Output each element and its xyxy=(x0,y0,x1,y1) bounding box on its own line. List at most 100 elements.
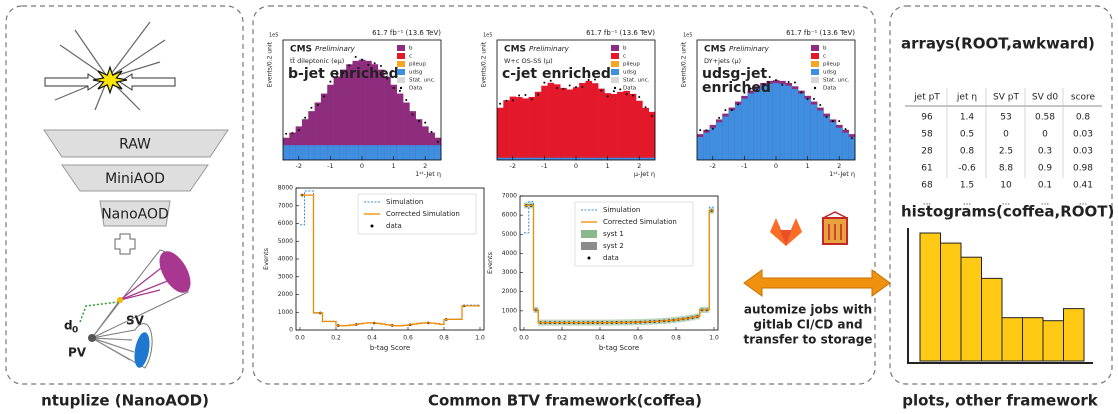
stack xyxy=(522,98,529,160)
data-point xyxy=(850,137,853,140)
stack xyxy=(528,157,536,160)
data-tier xyxy=(43,129,229,158)
stack xyxy=(842,132,849,160)
corrected-simulation xyxy=(300,194,480,327)
stack xyxy=(377,69,385,160)
data-point xyxy=(625,93,628,96)
stack xyxy=(371,64,379,160)
legend-label: udsg xyxy=(823,70,836,76)
stack xyxy=(339,145,347,160)
stack xyxy=(591,83,599,160)
table-cell: 58 xyxy=(921,130,933,140)
stack xyxy=(528,96,536,160)
stack xyxy=(358,145,366,160)
y-label: Events/0.2 unit xyxy=(681,41,688,87)
x-tick-label: 0.6 xyxy=(633,335,643,342)
data-point xyxy=(549,79,552,82)
table-header: SV pT xyxy=(993,93,1019,103)
data-point xyxy=(793,81,796,84)
collision xyxy=(92,65,128,95)
data-point xyxy=(304,116,307,119)
stack xyxy=(579,157,586,160)
data-point xyxy=(417,119,420,122)
stack xyxy=(320,93,328,160)
automation-text: automize jobs with xyxy=(744,303,872,317)
panel xyxy=(252,5,876,385)
stack xyxy=(779,83,786,160)
stack xyxy=(503,157,510,160)
y-tick-label: 0 xyxy=(513,327,517,334)
data-point xyxy=(806,98,809,101)
track xyxy=(119,279,171,301)
stack xyxy=(365,145,372,160)
data-point xyxy=(291,132,294,135)
data-tier xyxy=(99,200,171,227)
stack xyxy=(289,145,296,160)
double-arrow xyxy=(743,269,891,297)
stack xyxy=(541,85,548,160)
data-point xyxy=(316,103,319,106)
legend-swatch xyxy=(611,77,619,83)
x-tick-label: 1 xyxy=(392,162,396,170)
legend-label: b xyxy=(409,46,413,52)
stack xyxy=(333,76,341,160)
data-point xyxy=(297,129,300,132)
legend-swatch xyxy=(581,242,597,250)
stack xyxy=(283,145,290,160)
data-point xyxy=(511,99,514,102)
stack xyxy=(703,132,710,160)
stack xyxy=(301,119,309,160)
bar xyxy=(1022,317,1044,362)
caption: plots, other framework xyxy=(902,392,1099,410)
stack xyxy=(384,76,391,160)
arrays-title: arrays(ROOT,awkward) xyxy=(901,35,1095,53)
stack xyxy=(346,145,353,160)
legend-label: Data xyxy=(623,86,636,92)
stack xyxy=(728,110,736,160)
axes xyxy=(907,228,1093,364)
stack xyxy=(396,93,404,160)
table-cell: ... xyxy=(923,198,932,208)
stack xyxy=(409,111,417,160)
stack xyxy=(741,98,748,160)
pv-label: PV xyxy=(68,346,87,360)
stack xyxy=(358,59,366,160)
data-point xyxy=(825,115,828,118)
data-point xyxy=(543,81,546,84)
x-tick-label: 0.4 xyxy=(367,335,377,342)
legend-label: Stat. unc. xyxy=(623,78,650,84)
data-point xyxy=(430,130,433,133)
tier-label: RAW xyxy=(119,137,151,153)
data-point xyxy=(524,93,527,96)
stack xyxy=(585,157,593,160)
table-cell: 68 xyxy=(921,181,933,191)
data-point xyxy=(373,62,376,65)
table-cell: 61 xyxy=(921,164,932,174)
data-point xyxy=(819,104,822,107)
x-tick-label: -1 xyxy=(327,162,333,170)
y-tick-label: 4000 xyxy=(502,250,517,257)
x-tick-label: 0 xyxy=(574,162,578,170)
selection: DY+jets (μ) xyxy=(704,57,741,65)
legend-label: b xyxy=(623,46,627,52)
legend-swatch xyxy=(613,86,617,90)
x-tick-label: 1.0 xyxy=(475,335,485,342)
data-point xyxy=(405,98,408,101)
y-tick-label: 6000 xyxy=(502,212,517,219)
data-point xyxy=(379,64,382,67)
x-tick-label: 1.0 xyxy=(709,335,719,342)
data-point xyxy=(743,91,746,94)
panel xyxy=(889,5,1113,385)
table-cell: ... xyxy=(1079,198,1088,208)
stack xyxy=(553,157,561,160)
data-point xyxy=(724,109,727,112)
stack xyxy=(422,145,429,160)
x-tick-label: 0.0 xyxy=(519,335,529,342)
stack xyxy=(798,93,805,160)
data-point xyxy=(329,80,332,83)
data-point xyxy=(392,87,395,90)
region: udsg-jet xyxy=(702,66,767,82)
sv-label: SV xyxy=(126,314,145,328)
bar xyxy=(1001,317,1023,362)
data-point xyxy=(638,95,641,98)
